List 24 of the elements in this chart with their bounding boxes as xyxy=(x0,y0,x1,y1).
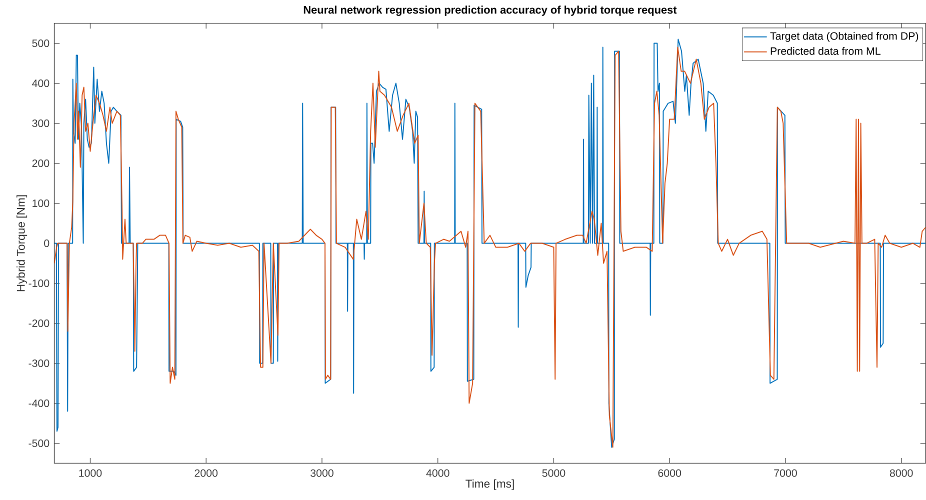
y-tick-label: -100 xyxy=(28,280,50,288)
y-tick-label: 500 xyxy=(32,40,50,48)
x-tick-label: 2000 xyxy=(194,469,218,477)
x-tick-label: 1000 xyxy=(79,469,102,477)
y-tick-label: -200 xyxy=(28,320,50,328)
x-tick-label: 6000 xyxy=(658,469,682,477)
x-tick-label: 3000 xyxy=(310,469,334,477)
legend-label: Target data (Obtained from DP) xyxy=(770,32,918,42)
x-tick-label: 8000 xyxy=(890,469,913,477)
x-axis-title: Time [ms] xyxy=(466,479,514,490)
y-tick-label: -300 xyxy=(28,360,50,368)
y-tick-label: -500 xyxy=(28,440,50,448)
y-tick-label: 400 xyxy=(32,80,50,88)
x-tick-label: 7000 xyxy=(774,469,797,477)
chart-title: Neural network regression prediction accuracy of hybrid torque request xyxy=(304,6,677,16)
y-axis-title: Hybrid Torque [Nm] xyxy=(16,195,28,292)
y-tick-label: 0 xyxy=(44,240,50,248)
y-tick-label: 300 xyxy=(32,120,50,128)
y-tick-label: 100 xyxy=(32,200,50,208)
legend-label: Predicted data from ML xyxy=(770,47,880,55)
x-tick-label: 5000 xyxy=(542,469,566,477)
y-tick-label: -400 xyxy=(28,400,50,408)
y-tick-label: 200 xyxy=(32,160,50,168)
x-tick-label: 4000 xyxy=(426,469,450,477)
